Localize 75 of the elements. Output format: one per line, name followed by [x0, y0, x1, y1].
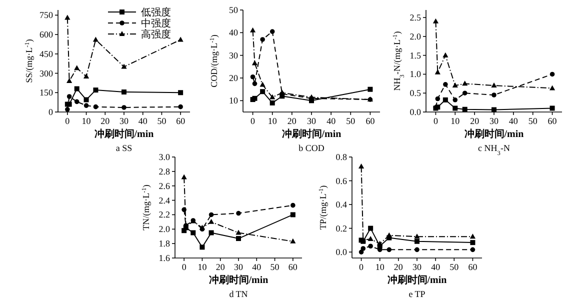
- y-tick-label: 150: [40, 88, 54, 98]
- y-tick-label: 750: [40, 10, 54, 20]
- y-tick-label: 2.0: [410, 31, 422, 42]
- text: d TN: [229, 289, 248, 298]
- x-tick-label: 50: [346, 116, 356, 126]
- y-tick-label: 1.0: [410, 69, 422, 80]
- x-axis-title: 冲刷时间/min: [387, 274, 448, 286]
- x-tick-label: 60: [548, 116, 558, 126]
- y-tick-label: 0.0: [410, 107, 422, 117]
- y-tick-label: 0.6: [336, 176, 348, 186]
- x-tick-label: 40: [508, 116, 518, 126]
- x-tick-label: 30: [120, 116, 129, 126]
- y-tick-label: 1.5: [410, 50, 422, 60]
- y-tick-label: 0.4: [336, 200, 348, 210]
- y-tick-label: 1.8: [158, 238, 170, 249]
- x-tick-label: 50: [528, 116, 538, 126]
- y-tick-label: 2.8: [158, 166, 170, 176]
- x-axis-title: 冲刷时间/min: [464, 128, 524, 140]
- x-tick-label: 20: [470, 116, 480, 126]
- x-tick-label: 10: [450, 116, 460, 126]
- y-tick-label: 450: [40, 48, 54, 59]
- y-tick-label: 30: [229, 50, 238, 60]
- x-tick-label: 30: [490, 116, 499, 126]
- text: c NH$_{3}$-N: [478, 143, 510, 156]
- x-tick-label: 0: [250, 116, 256, 126]
- x-tick-label: 20: [287, 116, 297, 126]
- x-tick-label: 50: [270, 262, 280, 272]
- text: b COD: [298, 143, 325, 153]
- x-tick-label: 0: [433, 116, 438, 126]
- y-tick-label: 10: [229, 96, 238, 106]
- y-tick-label: 2.2: [158, 210, 170, 220]
- y-tick-label: 2.6: [158, 180, 170, 191]
- y-tick-label: 2.0: [158, 224, 170, 234]
- y-tick-label: 0: [48, 107, 54, 117]
- y-tick-label: 1.6: [158, 253, 170, 263]
- x-tick-label: 40: [326, 116, 336, 126]
- x-tick-label: 0: [65, 116, 70, 126]
- x-tick-label: 60: [176, 116, 186, 126]
- x-tick-label: 40: [138, 116, 148, 126]
- y-tick-label: 20: [229, 73, 238, 83]
- x-tick-label: 10: [268, 116, 278, 126]
- x-tick-label: 60: [288, 262, 298, 272]
- x-tick-label: 10: [198, 262, 208, 272]
- x-tick-label: 10: [82, 116, 92, 126]
- legend-label: 高强度: [141, 28, 171, 40]
- x-axis-title: 冲刷时间/min: [94, 128, 154, 140]
- x-tick-label: 60: [366, 116, 376, 126]
- x-tick-label: 60: [468, 262, 478, 272]
- x-tick-label: 0: [359, 262, 364, 272]
- legend-label: 中强度: [141, 18, 171, 30]
- x-tick-label: 10: [375, 262, 385, 272]
- y-tick-label: 0.0: [336, 247, 348, 258]
- legend-label: 低强度: [141, 6, 171, 18]
- x-tick-label: 20: [216, 262, 226, 272]
- x-tick-label: 30: [307, 116, 316, 126]
- x-axis-title: 冲刷时间/min: [282, 128, 342, 140]
- y-tick-label: 0.5: [410, 88, 422, 98]
- x-tick-label: 50: [450, 262, 460, 272]
- y-tick-label: 2.5: [410, 12, 422, 23]
- y-tick-label: 40: [229, 28, 238, 38]
- y-tick-label: 300: [40, 68, 54, 78]
- text: e TP: [408, 289, 426, 298]
- text: a SS: [116, 143, 132, 153]
- y-tick-label: 0.8: [336, 152, 348, 162]
- y-tick-label: 0.2: [336, 223, 347, 234]
- y-tick-label: 3.0: [158, 152, 170, 162]
- y-tick-label: 2.4: [158, 195, 170, 206]
- x-tick-label: 20: [100, 116, 110, 126]
- x-tick-label: 40: [431, 262, 441, 272]
- y-tick-label: 50: [229, 5, 238, 15]
- x-tick-label: 40: [252, 262, 262, 272]
- x-tick-label: 20: [394, 262, 404, 272]
- x-tick-label: 0: [182, 262, 187, 272]
- x-axis-title: 冲刷时间/min: [208, 274, 269, 286]
- y-tick-label: 600: [40, 30, 54, 40]
